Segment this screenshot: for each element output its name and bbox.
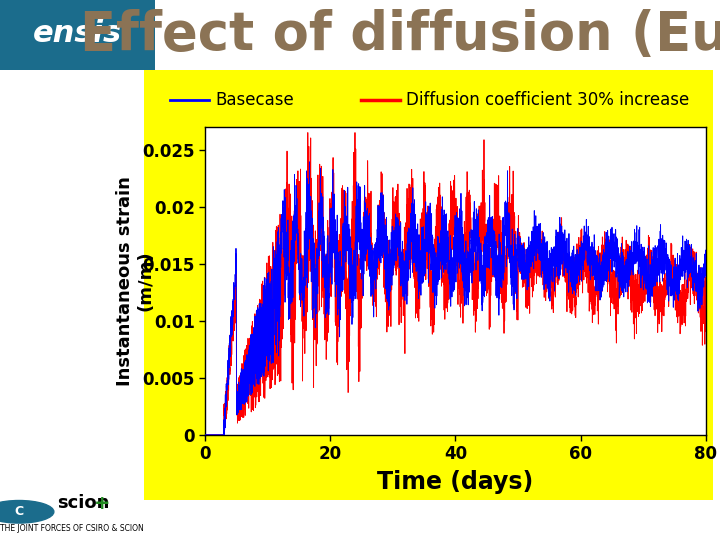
Text: Basecase: Basecase	[215, 91, 294, 109]
Text: THE JOINT FORCES OF CSIRO & SCION: THE JOINT FORCES OF CSIRO & SCION	[0, 524, 144, 533]
Text: ensis: ensis	[32, 19, 122, 48]
Text: Diffusion coefficient 30% increase: Diffusion coefficient 30% increase	[406, 91, 689, 109]
Text: +: +	[94, 494, 110, 512]
FancyBboxPatch shape	[0, 0, 155, 70]
Text: Effect of diffusion (Euc): Effect of diffusion (Euc)	[80, 9, 720, 61]
Text: scion: scion	[57, 494, 109, 512]
Y-axis label: Instantaneous strain
(m/m): Instantaneous strain (m/m)	[116, 176, 155, 386]
Circle shape	[0, 501, 54, 523]
Text: C: C	[14, 505, 24, 518]
X-axis label: Time (days): Time (days)	[377, 470, 534, 494]
